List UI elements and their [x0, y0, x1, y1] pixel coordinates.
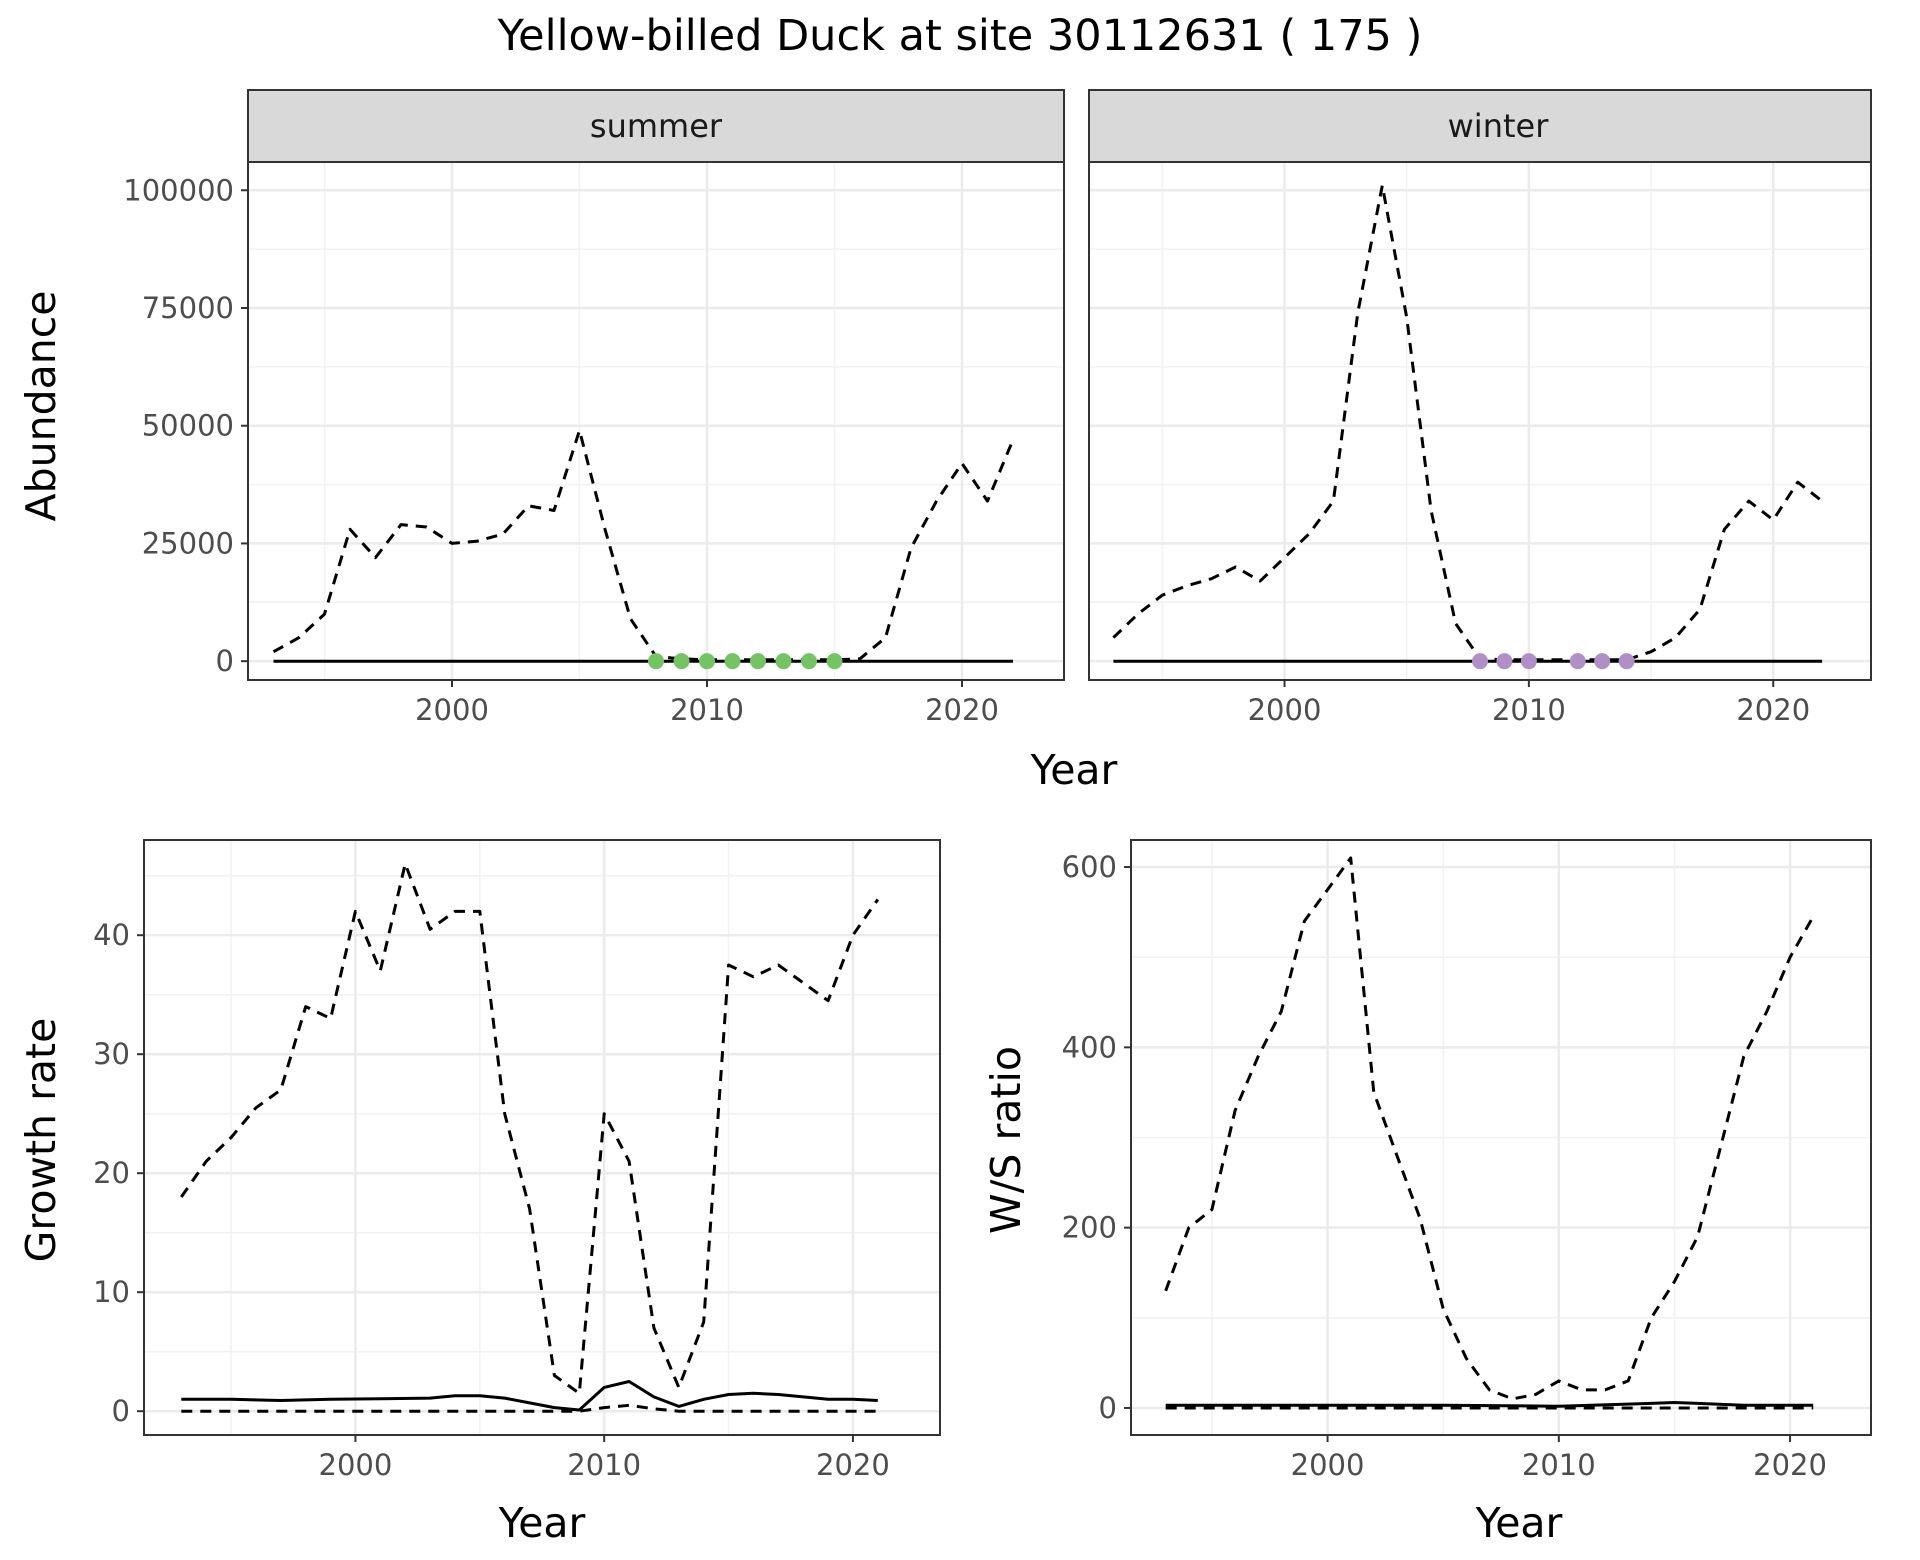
- summer-panel-border: [247, 161, 1065, 681]
- panel-winter: winter 2000 2010 2020: [1088, 89, 1872, 727]
- ratio-x-tick-label: 2010: [1522, 1448, 1596, 1482]
- winter-plot-background: [1089, 162, 1871, 680]
- facet-strip-summer: [247, 89, 1065, 163]
- winter-zero-count-point: [1520, 653, 1537, 670]
- winter-x-tick-label: 2000: [1248, 693, 1322, 727]
- ratio-y-tick-label: 600: [1062, 850, 1117, 884]
- ratio-series-dashed-line: [1164, 856, 1815, 1401]
- summer-x-tick-label: 2000: [415, 693, 489, 727]
- winter-zero-count-point: [1594, 653, 1611, 670]
- abundance-y-axis-title: Abundance: [17, 291, 65, 522]
- summer-y-tick-label: 100000: [123, 173, 234, 207]
- summer-y-tick-label: 50000: [142, 409, 234, 443]
- growth-y-tick-label: 40: [93, 918, 130, 952]
- summer-zero-count-point: [750, 653, 766, 670]
- ratio-x-tick-label: 2020: [1753, 1448, 1827, 1482]
- growth-x-axis-title: Year: [498, 1499, 586, 1547]
- winter-zero-count-point: [1496, 653, 1513, 670]
- growth-series-dashed-line: [181, 1403, 878, 1413]
- growth-y-tick-label: 30: [93, 1037, 130, 1071]
- growth-series-dashed-line: [180, 862, 880, 1395]
- growth-x-tick-label: 2010: [567, 1448, 641, 1482]
- summer-x-tick-label: 2020: [925, 693, 999, 727]
- winter-series-dashed-line: [1112, 184, 1824, 662]
- summer-zero-count-point: [724, 653, 741, 670]
- growth-y-tick-label: 20: [93, 1156, 130, 1190]
- facet-label-summer: summer: [590, 107, 723, 145]
- ws-ratio-chart: 2000 2010 2020 0 200 400 600 Year W/S ratio: [982, 839, 1872, 1547]
- ratio-y-tick-label: 400: [1062, 1030, 1117, 1064]
- summer-y-tick-label: 0: [216, 644, 234, 678]
- ratio-y-axis-title: W/S ratio: [982, 1046, 1030, 1234]
- panel-summer: summer 2000 2010 2020 0 25000 50000 75000 10000…: [123, 89, 1065, 727]
- summer-zero-count-point: [699, 653, 715, 670]
- growth-y-tick-label: 0: [112, 1394, 130, 1428]
- abundance-x-axis-title: Year: [1030, 746, 1118, 794]
- summer-zero-count-point: [801, 653, 817, 670]
- ratio-x-axis-title: Year: [1475, 1499, 1563, 1547]
- summer-zero-count-point: [648, 653, 664, 670]
- abundance-chart: summer 2000 2010 2020 0 25000 50000 75000 10000…: [17, 89, 1872, 794]
- winter-zero-count-point: [1472, 653, 1488, 670]
- winter-x-tick-label: 2010: [1492, 693, 1566, 727]
- growth-y-tick-label: 10: [93, 1275, 130, 1309]
- summer-y-tick-label: 75000: [142, 291, 234, 325]
- growth-panel-border: [143, 839, 941, 1436]
- facet-label-winter: winter: [1448, 107, 1550, 145]
- growth-series-solid-line: [181, 1380, 878, 1412]
- summer-zero-count-point: [673, 653, 690, 670]
- ratio-series-solid-line: [1165, 1401, 1814, 1408]
- growth-rate-chart: 2000 2010 2020 0 10 20 30 40 Year Growth rate: [17, 839, 941, 1547]
- ratio-y-tick-label: 0: [1099, 1391, 1117, 1425]
- summer-zero-count-point: [826, 653, 843, 670]
- summer-y-tick-label: 25000: [142, 526, 234, 560]
- summer-x-tick-label: 2010: [670, 693, 744, 727]
- summer-plot-background: [248, 162, 1064, 680]
- winter-x-tick-label: 2020: [1736, 693, 1810, 727]
- figure-title: Yellow-billed Duck at site 30112631 ( 17…: [497, 11, 1423, 61]
- growth-y-axis-title: Growth rate: [17, 1018, 65, 1263]
- ratio-panel-border: [1130, 839, 1872, 1436]
- ratio-x-tick-label: 2000: [1291, 1448, 1365, 1482]
- facet-strip-winter: [1088, 89, 1872, 163]
- winter-panel-border: [1088, 161, 1872, 681]
- growth-plot-background: [144, 840, 940, 1435]
- ratio-y-tick-label: 200: [1062, 1211, 1117, 1245]
- winter-zero-count-point: [1618, 653, 1635, 670]
- growth-x-tick-label: 2000: [319, 1448, 393, 1482]
- summer-zero-count-point: [775, 653, 792, 670]
- summer-series-dashed-line: [272, 428, 1015, 662]
- winter-zero-count-point: [1569, 653, 1586, 670]
- growth-x-tick-label: 2020: [816, 1448, 890, 1482]
